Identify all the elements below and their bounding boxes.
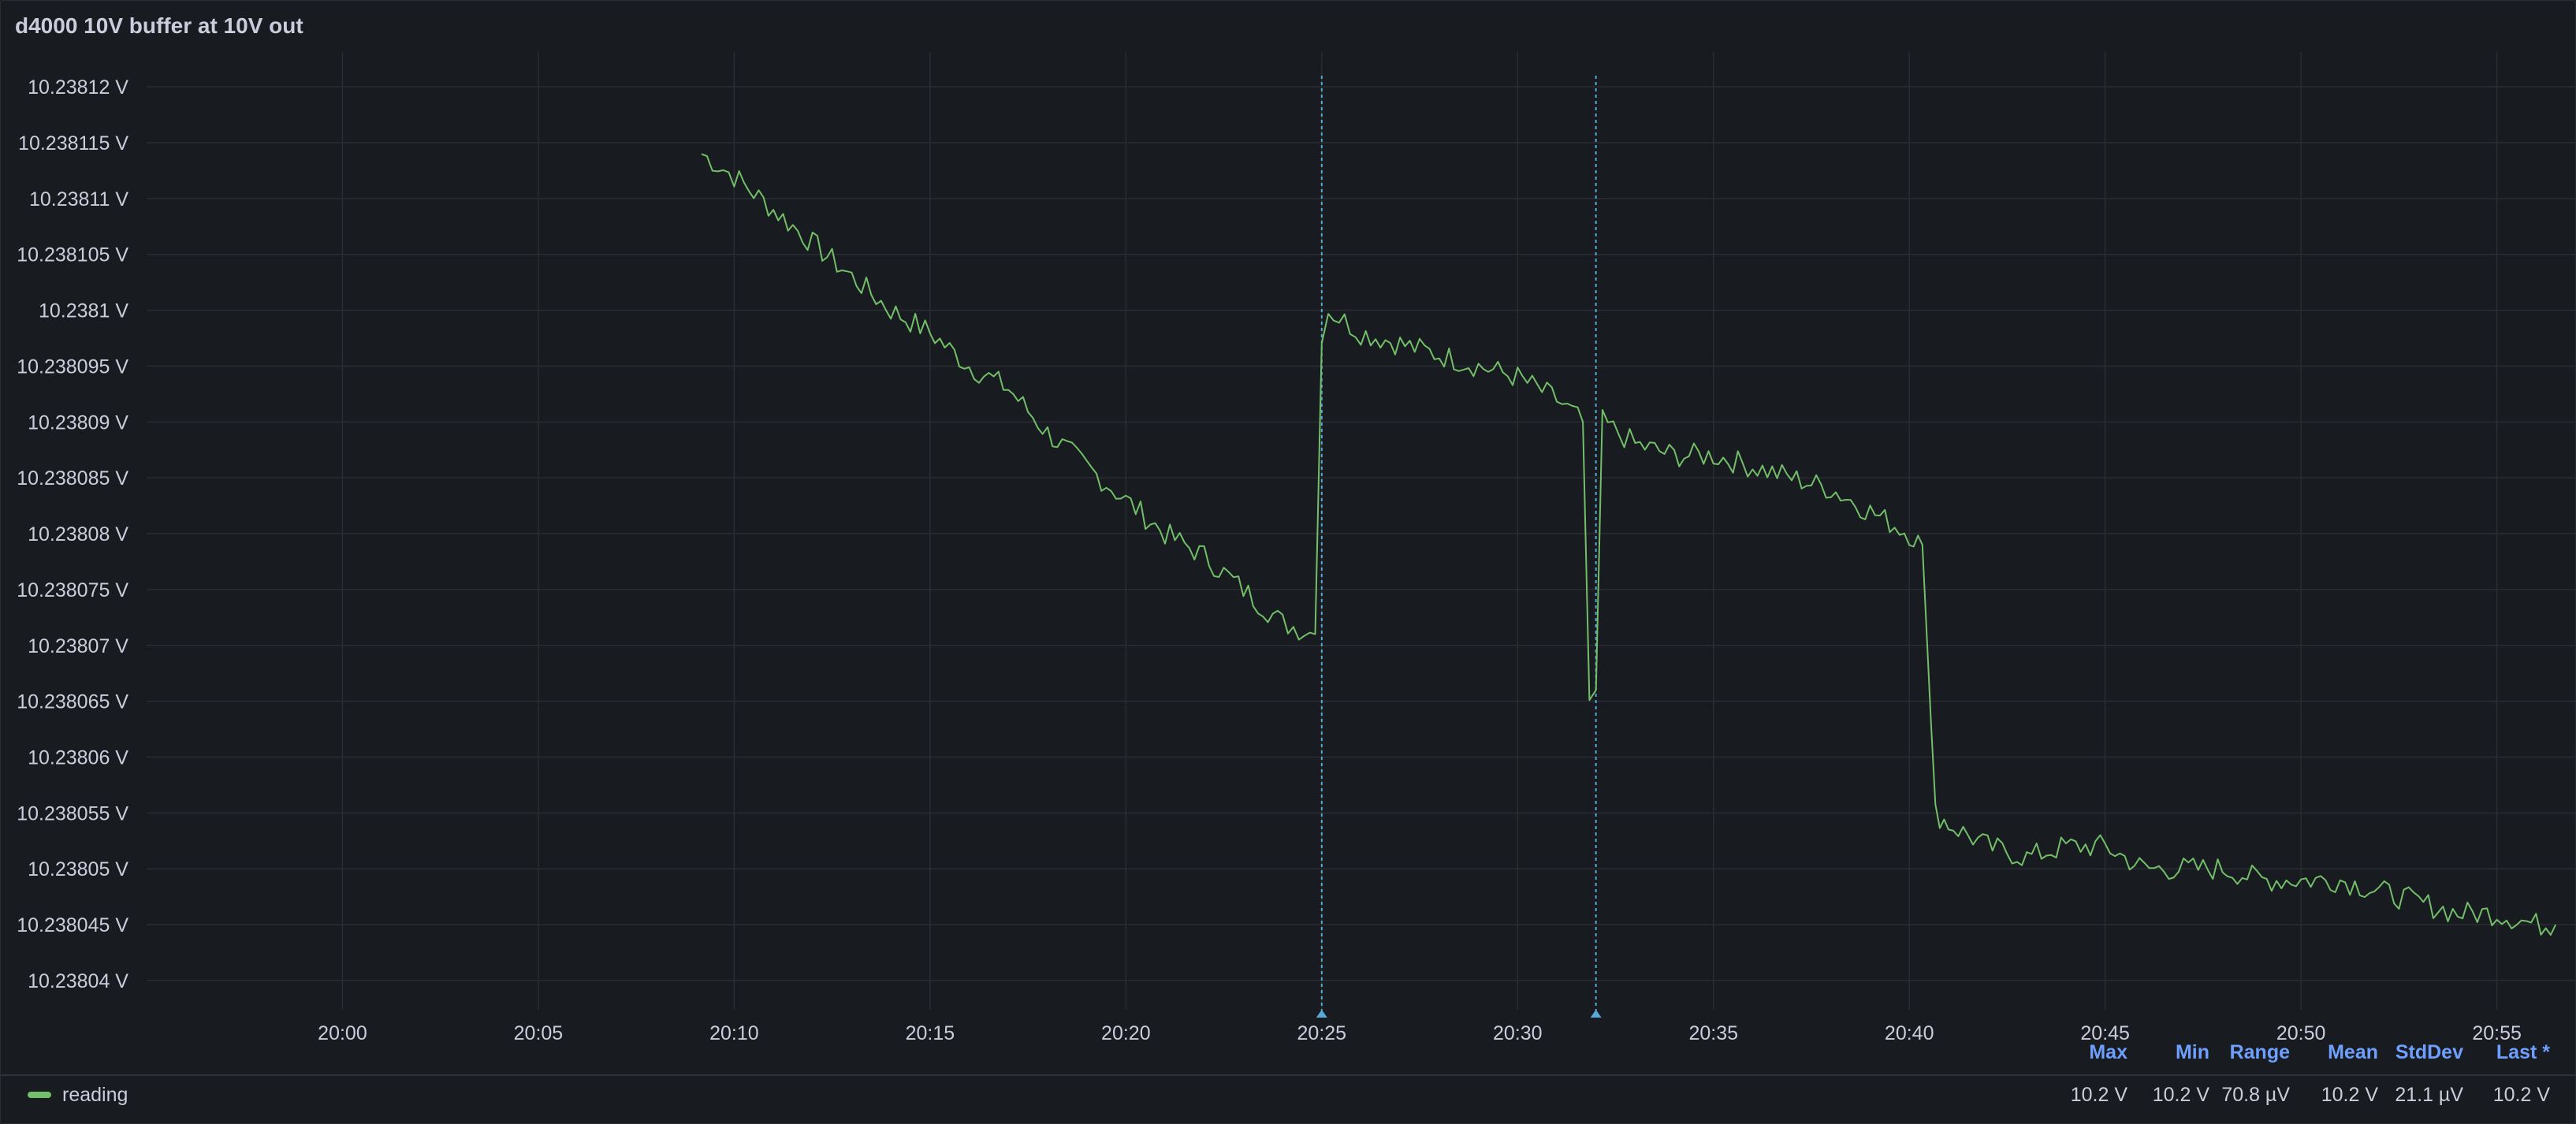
legend-header-mean[interactable]: Mean [2328, 1041, 2378, 1063]
y-tick-label: 10.23807 V [28, 635, 128, 657]
legend-values: 10.2 V 10.2 V 70.8 µV 10.2 V 21.1 µV 10.… [2053, 1084, 2550, 1107]
legend-header: Max Min Range Mean StdDev Last * [2053, 1041, 2550, 1066]
y-tick-label: 10.23804 V [28, 970, 128, 992]
y-tick-label: 10.238085 V [17, 467, 128, 489]
annotation-marker-icon [1590, 1010, 1602, 1018]
y-tick-label: 10.23805 V [28, 858, 128, 880]
y-tick-label: 10.23808 V [28, 523, 128, 545]
x-tick-label: 20:40 [1885, 1022, 1934, 1041]
legend-value-stddev: 21.1 µV [2395, 1084, 2463, 1106]
y-tick-label: 10.23809 V [28, 411, 128, 434]
y-tick-label: 10.238055 V [17, 802, 128, 824]
legend-series-name[interactable]: reading [62, 1084, 128, 1106]
series-line-reading [701, 153, 2557, 936]
y-tick-label: 10.238045 V [17, 914, 128, 936]
legend-swatch[interactable] [28, 1092, 51, 1098]
legend-row-reading[interactable]: reading 10.2 V 10.2 V 70.8 µV 10.2 V 21.… [1, 1074, 2575, 1115]
x-tick-label: 20:00 [318, 1022, 367, 1041]
x-tick-label: 20:20 [1101, 1022, 1151, 1041]
x-tick-label: 20:10 [709, 1022, 759, 1041]
legend-header-range[interactable]: Range [2229, 1041, 2290, 1063]
x-tick-label: 20:30 [1493, 1022, 1543, 1041]
legend-value-last: 10.2 V [2492, 1084, 2550, 1106]
legend-value-max: 10.2 V [2070, 1084, 2127, 1106]
y-tick-label: 10.23811 V [29, 188, 128, 210]
legend-value-mean: 10.2 V [2321, 1084, 2378, 1106]
y-tick-label: 10.238095 V [17, 355, 128, 378]
y-tick-label: 10.23812 V [28, 76, 128, 99]
legend-value-range: 70.8 µV [2221, 1084, 2290, 1106]
line-chart[interactable]: 10.23812 V 10.238115 V 10.23811 V 10.238105… [1, 1, 2575, 1041]
x-tick-label: 20:45 [2080, 1022, 2130, 1041]
legend-header-last[interactable]: Last * [2496, 1041, 2550, 1063]
x-tick-label: 20:50 [2276, 1022, 2326, 1041]
y-tick-label: 10.23806 V [28, 746, 128, 769]
y-tick-label: 10.238105 V [17, 244, 128, 266]
panel-title[interactable]: d4000 10V buffer at 10V out [15, 13, 303, 38]
x-tick-label: 20:25 [1297, 1022, 1347, 1041]
y-tick-label: 10.2381 V [39, 300, 128, 322]
legend-header-max[interactable]: Max [2089, 1041, 2127, 1063]
y-tick-label: 10.238075 V [17, 579, 128, 601]
legend-header-stddev[interactable]: StdDev [2395, 1041, 2463, 1063]
annotation-marker-icon [1316, 1010, 1327, 1018]
y-tick-label: 10.238065 V [17, 691, 128, 713]
legend-header-min[interactable]: Min [2175, 1041, 2209, 1063]
legend-value-min: 10.2 V [2152, 1084, 2209, 1106]
y-tick-label: 10.238115 V [18, 132, 128, 154]
x-tick-label: 20:35 [1688, 1022, 1738, 1041]
x-tick-label: 20:55 [2472, 1022, 2522, 1041]
x-tick-label: 20:05 [514, 1022, 564, 1041]
x-tick-label: 20:15 [906, 1022, 955, 1041]
